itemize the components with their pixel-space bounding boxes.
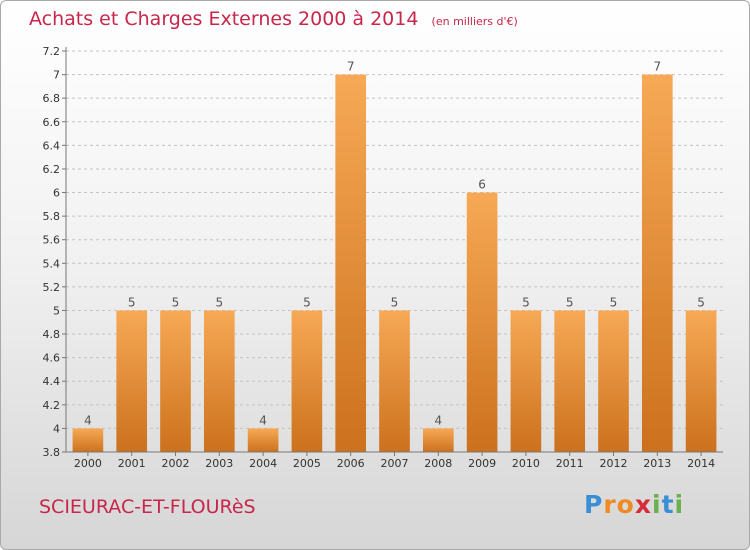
x-tick-label: 2010: [512, 457, 540, 470]
bar-2001: [116, 310, 148, 452]
logo-letter: P: [584, 490, 604, 519]
x-tick-label: 2012: [600, 457, 628, 470]
y-tick-label: 5: [53, 304, 60, 317]
commune-name: SCIEURAC-ET-FLOURèS: [39, 496, 256, 518]
x-tick-label: 2007: [381, 457, 409, 470]
y-tick-label: 3.8: [43, 446, 61, 459]
x-tick-label: 2001: [118, 457, 146, 470]
bars: [72, 74, 717, 453]
chart-subtitle: (en milliers d'€): [431, 15, 518, 28]
bar-2009: [466, 192, 498, 452]
y-tick-label: 5.6: [43, 234, 61, 247]
bar-2005: [291, 310, 323, 452]
bar-value-label: 4: [434, 413, 442, 427]
bar-value-label: 5: [566, 295, 574, 309]
y-tick-label: 4.2: [43, 399, 61, 412]
bar-2014: [685, 310, 717, 452]
y-tick-label: 5.4: [43, 257, 61, 270]
y-tick-label: 6.6: [43, 116, 61, 129]
y-tick-label: 6.8: [43, 92, 61, 105]
x-tick-label: 2002: [162, 457, 190, 470]
bar-value-label: 5: [522, 295, 530, 309]
labels: 3.8 4 4.2 4.4 4.6 4.8 5 5.2 5.4 5.6 5.8 6 6.2 6.4 6.6 6…: [43, 45, 716, 470]
chart-title: Achats et Charges Externes 2000 à 2014: [29, 8, 419, 30]
x-tick-label: 2006: [337, 457, 365, 470]
y-tick-label: 4.6: [43, 352, 61, 365]
axes: [62, 47, 723, 456]
bar-value-label: 7: [347, 60, 355, 74]
y-tick-label: 6: [53, 187, 60, 200]
bar-2013: [641, 74, 673, 453]
y-tick-label: 7.2: [43, 45, 61, 58]
bar-2010: [510, 310, 542, 452]
bar-value-label: 5: [303, 295, 311, 309]
bar-value-label: 5: [391, 295, 399, 309]
x-tick-label: 2004: [249, 457, 277, 470]
bar-value-label: 4: [84, 413, 92, 427]
x-tick-label: 2014: [687, 457, 715, 470]
logo-letter: r: [603, 490, 617, 519]
bar-value-label: 5: [610, 295, 618, 309]
logo-letter: x: [634, 490, 652, 519]
bar-value-label: 6: [478, 178, 486, 192]
bar-2006: [335, 74, 367, 453]
y-tick-label: 6.4: [43, 139, 61, 152]
y-tick-label: 4: [53, 422, 60, 435]
logo-letter: i: [674, 490, 685, 519]
bar-2002: [160, 310, 191, 452]
y-tick-label: 4.8: [43, 328, 61, 341]
bar-value-label: 7: [653, 60, 661, 74]
bar-value-label: 5: [128, 295, 136, 309]
x-tick-label: 2011: [556, 457, 584, 470]
bar-2007: [379, 310, 410, 452]
bar-2003: [203, 310, 235, 452]
logo-letter: o: [616, 490, 635, 519]
bar-value-label: 4: [259, 413, 267, 427]
proxiti-logo[interactable]: Proxiti: [584, 490, 684, 519]
y-tick-label: 5.8: [43, 210, 61, 223]
y-tick-label: 5.2: [43, 281, 61, 294]
y-tick-label: 4.4: [43, 375, 61, 388]
x-tick-label: 2000: [74, 457, 102, 470]
y-tick-label: 7: [53, 69, 60, 82]
bar-2011: [554, 310, 586, 452]
bar-2000: [72, 428, 104, 452]
x-tick-label: 2009: [468, 457, 496, 470]
x-tick-label: 2005: [293, 457, 321, 470]
y-tick-label: 6.2: [43, 163, 61, 176]
x-tick-label: 2013: [643, 457, 671, 470]
x-tick-label: 2003: [205, 457, 233, 470]
chart-title-row: Achats et Charges Externes 2000 à 2014 (…: [29, 8, 518, 30]
logo-letter: i: [652, 490, 662, 519]
bar-2012: [598, 310, 629, 452]
bar-2004: [247, 428, 279, 452]
bar-value-label: 5: [215, 295, 223, 309]
bar-value-label: 5: [172, 295, 180, 309]
bar-2008: [422, 428, 454, 452]
x-tick-label: 2008: [424, 457, 452, 470]
bar-value-label: 5: [697, 295, 705, 309]
logo-letter: t: [661, 490, 675, 519]
